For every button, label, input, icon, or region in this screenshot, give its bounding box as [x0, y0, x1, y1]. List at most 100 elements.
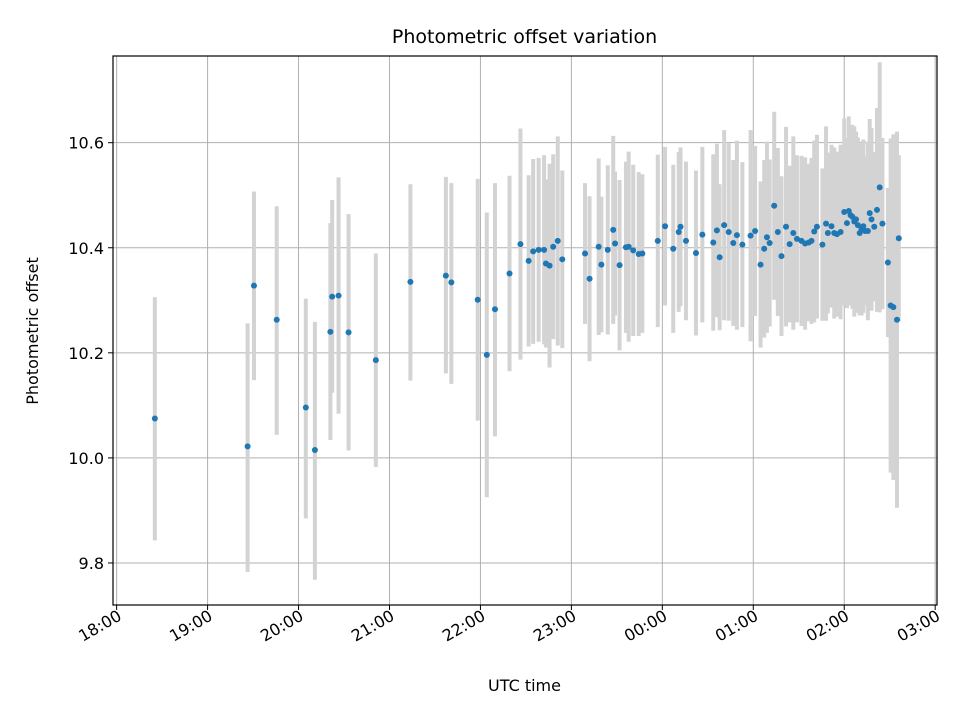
data-point	[790, 230, 797, 237]
data-point	[823, 220, 830, 227]
data-point	[725, 228, 732, 235]
data-point	[491, 306, 498, 313]
data-point	[407, 278, 414, 285]
data-point	[893, 316, 900, 323]
data-point	[853, 216, 860, 223]
data-point	[335, 292, 342, 299]
data-point	[879, 220, 886, 227]
data-point	[811, 228, 818, 235]
chart-title: Photometric offset variation	[392, 26, 657, 48]
data-point	[662, 223, 669, 230]
y-axis-label: Photometric offset	[23, 257, 42, 405]
plot-frame	[112, 55, 938, 606]
data-point	[582, 250, 589, 257]
data-point	[733, 232, 740, 239]
data-point	[876, 184, 883, 191]
data-point	[766, 240, 773, 247]
data-point	[871, 223, 878, 230]
data-point	[506, 270, 513, 277]
data-point	[895, 235, 902, 242]
data-point	[699, 231, 706, 238]
data-point	[586, 275, 593, 282]
data-point	[442, 272, 449, 279]
data-point	[793, 235, 800, 242]
data-point	[311, 447, 318, 454]
data-points	[151, 184, 902, 454]
data-point	[873, 206, 880, 213]
data-point	[616, 262, 623, 269]
data-point	[710, 239, 717, 246]
data-point	[868, 216, 875, 223]
data-point	[625, 243, 632, 250]
data-point	[763, 234, 770, 241]
y-tick-label: 10.4	[68, 239, 104, 258]
data-point	[250, 282, 257, 289]
data-point	[448, 279, 455, 286]
y-axis: 9.8 10.0 10.2 10.4 10.6	[68, 134, 113, 573]
data-point	[786, 241, 793, 248]
data-point	[654, 237, 661, 244]
data-point	[598, 261, 605, 268]
y-tick-label: 10.0	[68, 449, 104, 468]
data-point	[525, 257, 532, 264]
data-point	[841, 209, 848, 216]
data-point	[559, 256, 566, 263]
data-point	[372, 357, 379, 364]
data-point	[778, 253, 785, 260]
data-point	[677, 223, 684, 230]
data-point	[843, 220, 850, 227]
data-point	[739, 241, 746, 248]
data-point	[884, 259, 891, 266]
data-point	[550, 243, 557, 250]
data-point	[682, 237, 689, 244]
data-point	[604, 246, 611, 253]
data-point	[730, 240, 737, 247]
data-point	[783, 223, 790, 230]
data-point	[345, 329, 352, 336]
data-point	[721, 222, 728, 229]
data-point	[474, 296, 481, 303]
y-tick-label: 10.2	[68, 344, 104, 363]
data-point	[530, 248, 537, 255]
data-point	[630, 247, 637, 254]
data-point	[713, 227, 720, 234]
data-point	[854, 222, 861, 229]
data-point	[771, 202, 778, 209]
data-point	[813, 223, 820, 230]
data-point	[860, 223, 867, 230]
data-point	[554, 237, 561, 244]
data-point	[595, 243, 602, 250]
data-point	[747, 232, 754, 239]
data-point	[610, 226, 617, 233]
data-point	[837, 228, 844, 235]
data-point	[692, 250, 699, 257]
y-tick-label: 9.8	[79, 554, 104, 573]
data-point	[639, 250, 646, 257]
data-point	[612, 240, 619, 247]
data-point	[517, 241, 524, 248]
data-point	[757, 261, 764, 268]
data-point	[675, 228, 682, 235]
data-point	[716, 254, 723, 261]
x-axis-label: UTC time	[488, 676, 561, 695]
data-point	[273, 316, 280, 323]
data-point	[819, 241, 826, 248]
data-point	[546, 262, 553, 269]
data-point	[824, 230, 831, 237]
data-point	[890, 304, 897, 311]
data-point	[535, 246, 542, 253]
data-point	[327, 328, 334, 335]
data-point	[752, 227, 759, 234]
data-point	[828, 223, 835, 230]
data-point	[483, 351, 490, 358]
data-point	[151, 415, 158, 422]
data-point	[761, 245, 768, 252]
data-point	[541, 246, 548, 253]
data-point	[302, 404, 309, 411]
data-point	[774, 228, 781, 235]
data-point	[866, 210, 873, 217]
data-point	[329, 293, 336, 300]
y-tick-label: 10.6	[68, 134, 104, 153]
data-point	[670, 245, 677, 252]
